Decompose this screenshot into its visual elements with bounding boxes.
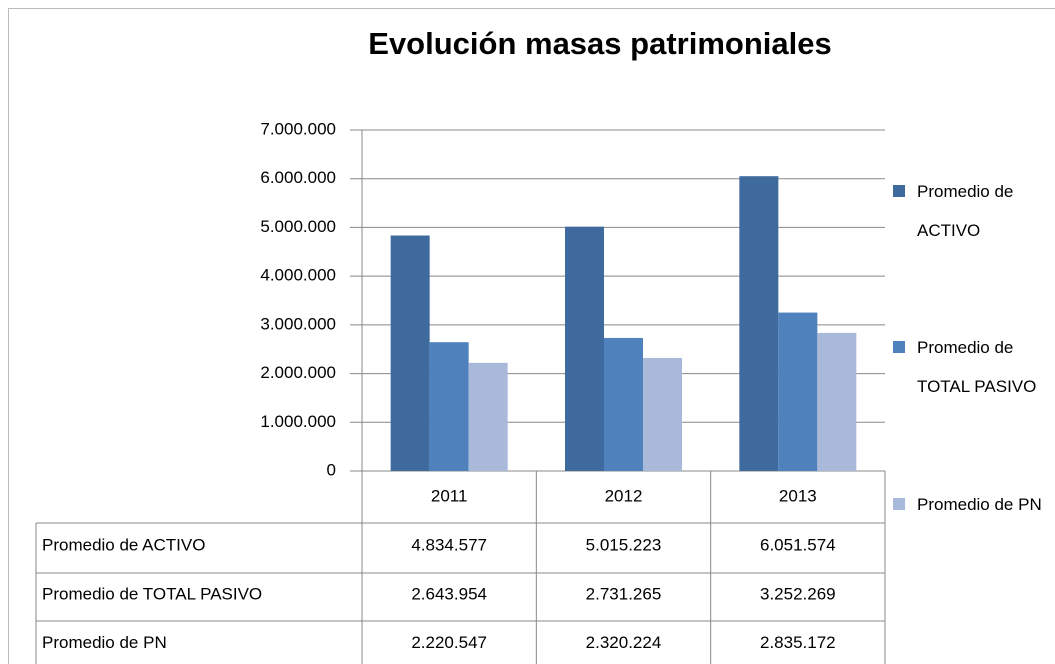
y-tick-label: 6.000.000 — [260, 168, 336, 187]
bar — [390, 235, 430, 471]
y-tick-label: 4.000.000 — [260, 266, 336, 285]
chart-title: Evolución masas patrimoniales — [368, 26, 831, 61]
cell-value: 5.015.223 — [586, 535, 662, 554]
row-label: Promedio de TOTAL PASIVO — [42, 584, 262, 603]
cell-value: 2.220.547 — [411, 633, 487, 652]
legend-item: Promedio de TOTAL PASIVO — [893, 328, 1053, 406]
bar — [778, 312, 818, 471]
cell-value: 2.320.224 — [586, 633, 662, 652]
y-tick-label: 7.000.000 — [260, 119, 336, 138]
cell-value: 3.252.269 — [760, 584, 836, 603]
legend-swatch — [893, 341, 905, 353]
y-tick-label: 2.000.000 — [260, 363, 336, 382]
legend-label: Promedio de TOTAL PASIVO — [917, 338, 1037, 396]
y-tick-label: 1.000.000 — [260, 412, 336, 431]
cell-value: 4.834.577 — [411, 535, 487, 554]
legend-label: Promedio de ACTIVO — [917, 182, 1014, 240]
y-tick-label: 5.000.000 — [260, 217, 336, 236]
bar — [468, 362, 508, 471]
bar — [643, 357, 682, 471]
bar — [429, 342, 469, 471]
legend-item: Promedio de PN — [893, 485, 1053, 524]
cell-value: 6.051.574 — [760, 535, 836, 554]
legend-label: Promedio de PN — [917, 495, 1042, 514]
bar — [565, 226, 604, 471]
legend-swatch — [893, 498, 905, 510]
x-tick-label: 2011 — [431, 486, 468, 505]
legend-item: Promedio de ACTIVO — [893, 172, 1053, 250]
y-tick-label: 0 — [327, 460, 336, 479]
x-tick-label: 2013 — [779, 486, 817, 505]
row-label: Promedio de ACTIVO — [42, 535, 205, 554]
bar — [817, 332, 857, 471]
y-tick-label: 3.000.000 — [260, 314, 336, 333]
chart-frame — [8, 8, 1055, 664]
bar — [739, 176, 779, 471]
cell-value: 2.731.265 — [586, 584, 662, 603]
cell-value: 2.835.172 — [760, 633, 836, 652]
bar — [604, 337, 643, 471]
x-tick-label: 2012 — [605, 486, 643, 505]
row-label: Promedio de PN — [42, 633, 167, 652]
legend-swatch — [893, 185, 905, 197]
cell-value: 2.643.954 — [411, 584, 487, 603]
